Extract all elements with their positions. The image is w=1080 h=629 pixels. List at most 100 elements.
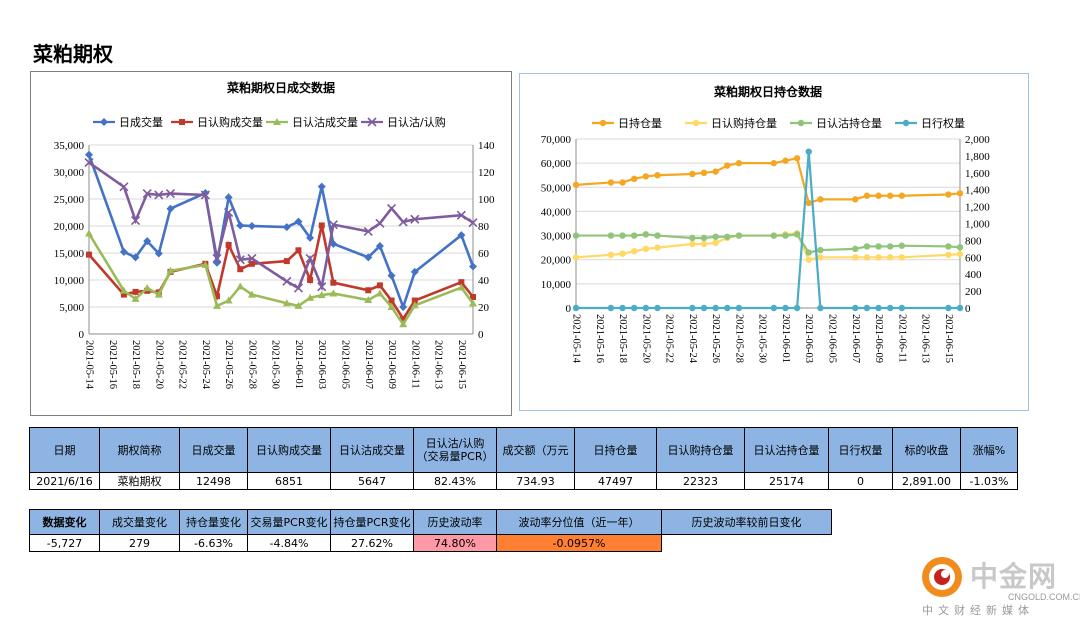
data-point <box>607 232 615 239</box>
change-col-header: 交易量PCR变化 <box>247 509 331 535</box>
x-tick-label: 2021-05-28 <box>246 340 257 389</box>
change-cell: 279 <box>99 534 180 552</box>
data-point <box>282 223 291 232</box>
y-tick-label-left: 70,000 <box>541 134 572 146</box>
legend-label: 日持仓量 <box>618 116 662 130</box>
legend-marker <box>273 118 281 125</box>
data-point <box>805 256 812 263</box>
watermark-brand-cn: 中金网 <box>970 560 1058 593</box>
x-tick-label: 2021-05-20 <box>640 314 651 363</box>
data-point <box>945 191 952 198</box>
data-point <box>852 245 859 253</box>
data-point <box>305 253 315 263</box>
data-point <box>166 204 175 213</box>
data-point <box>166 266 175 274</box>
x-tick-label: 2021-06-01 <box>293 340 304 389</box>
data-point <box>330 279 337 286</box>
data-point <box>852 254 859 261</box>
y-tick-label-right: 100 <box>478 194 495 206</box>
data-point <box>735 232 743 239</box>
x-tick-label: 2021-05-26 <box>710 314 721 363</box>
legend-marker <box>599 119 607 127</box>
series-2 <box>572 231 964 256</box>
data-point <box>619 304 626 312</box>
data-point <box>886 192 894 199</box>
legend-label: 日认购持仓量 <box>711 116 777 130</box>
y-tick-label-right: 120 <box>478 167 495 179</box>
data-point <box>84 157 94 168</box>
data-point <box>235 255 245 265</box>
daily-open-interest-chart-svg: 菜粕期权日持仓数据 0 10,000 20,000 30,000 40,000 50,000… <box>541 84 991 364</box>
summary-cell: 菜粕期权 <box>99 472 180 490</box>
daily-open-interest-chart: 菜粕期权日持仓数据 0 10,000 20,000 30,000 40,000 50,000… <box>519 73 1029 411</box>
change-cell: -0.0957% <box>496 534 662 552</box>
data-point <box>307 277 314 283</box>
data-point <box>131 253 140 262</box>
legend-label: 日认沽/认购 <box>387 115 446 129</box>
data-point <box>306 293 315 301</box>
data-point <box>793 231 801 238</box>
data-point <box>469 262 477 271</box>
data-point <box>293 283 304 293</box>
series-0 <box>85 150 477 311</box>
x-tick-label: 2021-06-05 <box>827 314 838 363</box>
summary-cell: 2021/6/16 <box>29 472 100 490</box>
x-tick-label: 2021-06-03 <box>803 314 814 363</box>
summary-cell: 5647 <box>330 472 414 490</box>
data-point <box>375 218 385 228</box>
data-point <box>283 258 290 265</box>
legend-marker <box>797 119 805 127</box>
x-tick-label: 2021-05-26 <box>223 340 234 389</box>
data-point <box>700 240 708 248</box>
x-tick-label: 2021-06-03 <box>316 340 327 389</box>
y-tick-label-right: 800 <box>965 235 982 247</box>
data-point <box>782 157 789 164</box>
watermark-brand-en: CNGOLD.COM.CN <box>1008 592 1080 602</box>
data-point <box>712 304 719 312</box>
y-tick-label-left: 30,000 <box>54 167 85 179</box>
data-point <box>735 159 743 167</box>
data-point <box>642 245 650 253</box>
data-point <box>898 254 906 261</box>
data-point <box>130 216 141 226</box>
y-tick-label-left: 30,000 <box>541 231 572 243</box>
x-tick-label: 2021-06-13 <box>433 340 444 389</box>
y-tick-label-left: 25,000 <box>54 194 85 206</box>
data-point <box>317 282 327 292</box>
data-point <box>863 192 871 199</box>
change-cell: 74.80% <box>413 534 497 552</box>
data-point <box>386 203 397 214</box>
y-tick-label-right: 60 <box>478 248 490 260</box>
data-point <box>282 276 292 286</box>
data-point <box>945 304 952 312</box>
data-point <box>619 250 626 257</box>
data-point <box>700 304 708 312</box>
data-point <box>457 231 466 240</box>
data-point <box>782 232 789 239</box>
data-point <box>387 271 396 280</box>
data-point <box>956 190 964 197</box>
data-point <box>468 218 478 228</box>
data-point <box>572 254 580 261</box>
summary-col-header: 标的收盘 <box>892 427 961 473</box>
data-point <box>214 293 220 300</box>
x-tick-label: 2021-05-28 <box>733 314 744 363</box>
data-point <box>630 304 638 312</box>
y-tick-label-right: 0 <box>965 303 971 315</box>
change-data-row: -5,727 279 -6.63% -4.84% 27.62% 74.80% -0.0957… <box>29 534 832 552</box>
data-point <box>863 304 871 312</box>
data-point <box>132 288 139 295</box>
x-tick-label: 2021-06-07 <box>850 314 861 363</box>
data-point <box>654 244 661 251</box>
data-point <box>956 250 964 258</box>
y-tick-label-left: 10,000 <box>541 279 572 291</box>
data-point <box>165 189 176 199</box>
data-point <box>398 217 408 227</box>
y-tick-label-right: 400 <box>965 269 982 281</box>
data-point <box>607 304 615 312</box>
legend-label: 日认沽成交量 <box>292 115 358 129</box>
series-line <box>576 151 960 310</box>
data-point <box>793 155 801 162</box>
data-point <box>237 266 244 273</box>
data-point <box>400 315 407 322</box>
